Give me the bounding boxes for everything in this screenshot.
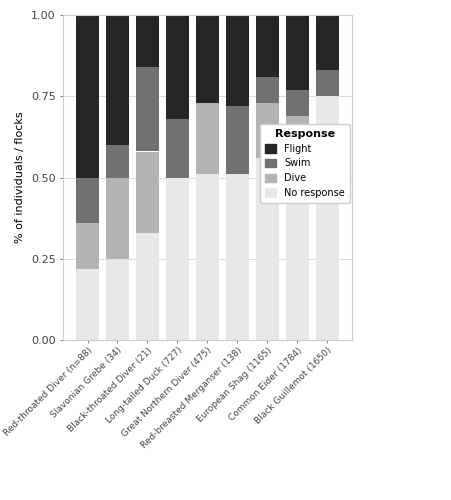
Bar [106, 145, 129, 178]
Bar [76, 268, 99, 340]
Bar [316, 96, 339, 340]
Bar [286, 90, 308, 116]
Bar [106, 15, 129, 145]
Bar [256, 76, 279, 102]
Bar [166, 15, 189, 119]
Bar [256, 158, 279, 340]
Bar [106, 259, 129, 340]
Bar [316, 15, 339, 70]
Bar [226, 15, 249, 106]
Bar [286, 135, 308, 340]
Bar [76, 15, 99, 177]
Bar [316, 70, 339, 96]
Legend: Flight, Swim, Dive, No response: Flight, Swim, Dive, No response [260, 124, 350, 203]
Bar [226, 106, 249, 174]
Bar [226, 174, 249, 340]
Bar [136, 15, 159, 67]
Bar [166, 178, 189, 340]
Bar [196, 103, 219, 174]
Bar [286, 116, 308, 135]
Bar [196, 15, 219, 103]
Bar [106, 178, 129, 259]
Bar [136, 67, 159, 152]
Bar [166, 119, 189, 178]
Bar [76, 223, 99, 268]
Bar [76, 178, 99, 223]
Bar [136, 152, 159, 233]
Bar [256, 15, 279, 76]
Y-axis label: % of individuals / flocks: % of individuals / flocks [15, 112, 25, 244]
Bar [136, 233, 159, 340]
Bar [286, 15, 308, 90]
Bar [256, 102, 279, 158]
Bar [196, 174, 219, 340]
